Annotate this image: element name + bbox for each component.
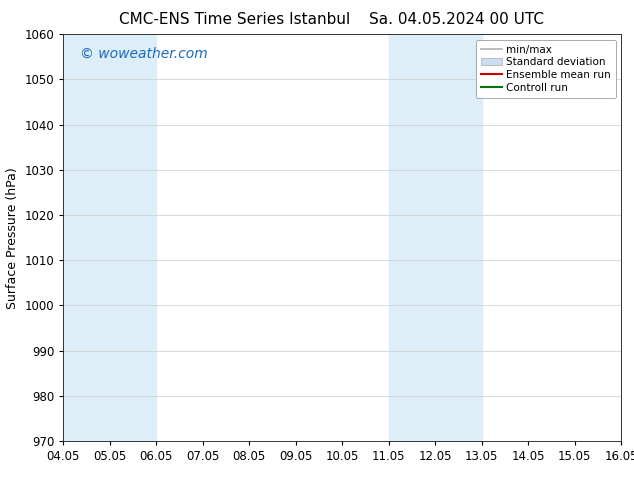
Text: © woweather.com: © woweather.com [80,47,208,60]
Bar [63,34,157,441]
Legend: min/max, Standard deviation, Ensemble mean run, Controll run: min/max, Standard deviation, Ensemble me… [476,40,616,98]
Text: Sa. 04.05.2024 00 UTC: Sa. 04.05.2024 00 UTC [369,12,544,27]
Text: CMC-ENS Time Series Istanbul: CMC-ENS Time Series Istanbul [119,12,350,27]
Bar [389,34,482,441]
Y-axis label: Surface Pressure (hPa): Surface Pressure (hPa) [6,167,19,309]
